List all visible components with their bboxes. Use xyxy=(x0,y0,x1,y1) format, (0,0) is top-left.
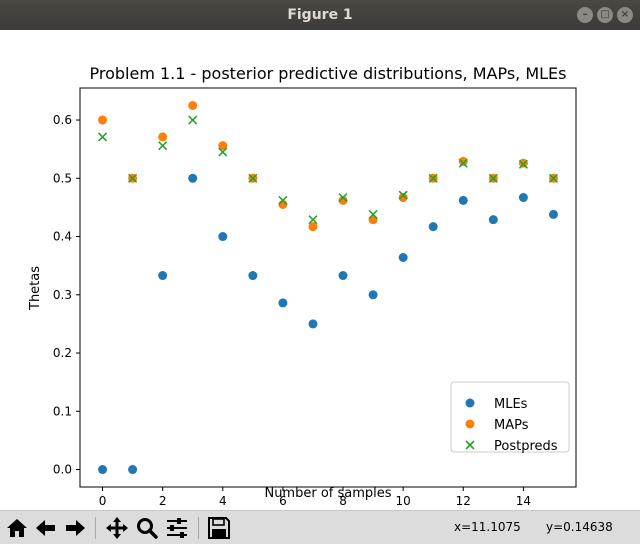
forward-icon[interactable] xyxy=(62,515,88,541)
legend: MLEs MAPs Postpreds xyxy=(450,381,570,454)
legend-label: MLEs xyxy=(494,397,528,412)
window-titlebar: Figure 1 – □ × xyxy=(0,0,640,30)
mles-point xyxy=(458,195,468,205)
y-tick-label: 0.5 xyxy=(53,171,72,185)
close-icon[interactable]: × xyxy=(617,7,633,23)
postpreds-point xyxy=(278,195,288,205)
postpreds-point xyxy=(488,173,498,183)
mles-point xyxy=(278,298,288,308)
x-axis-label: Number of samples xyxy=(264,486,391,501)
data-points xyxy=(97,100,559,475)
configure-subplots-icon[interactable] xyxy=(164,515,190,541)
mles-point xyxy=(368,290,378,300)
postpreds-point xyxy=(398,190,408,200)
x-tick-label: 12 xyxy=(456,494,471,508)
pan-icon[interactable] xyxy=(104,515,130,541)
maps-point xyxy=(338,195,348,205)
chart-title: Problem 1.1 - posterior predictive distr… xyxy=(90,64,567,83)
y-axis: 0.0 0.1 0.2 0.3 0.4 0.5 0.6 xyxy=(53,113,80,477)
postpreds-point xyxy=(368,209,378,219)
window-title: Figure 1 xyxy=(287,7,353,23)
postpreds-point xyxy=(458,158,468,168)
x-tick-label: 6 xyxy=(279,494,287,508)
cursor-y-readout: y=0.14638 xyxy=(546,520,613,534)
postpreds-point xyxy=(128,173,138,183)
mles-point xyxy=(398,253,408,263)
postpreds-point xyxy=(248,173,258,183)
minimize-icon[interactable]: – xyxy=(577,7,593,23)
postpreds-point xyxy=(188,115,198,125)
mles-point xyxy=(248,271,258,281)
postpreds-point xyxy=(158,141,168,151)
x-axis: 0 2 4 6 8 10 12 14 xyxy=(99,487,531,508)
back-icon[interactable] xyxy=(33,515,59,541)
toolbar-separator xyxy=(198,517,199,539)
y-axis-label: Thetas xyxy=(28,266,43,311)
maps-point xyxy=(158,132,168,142)
maps-point xyxy=(308,222,318,232)
mles-point xyxy=(188,173,198,183)
legend-label: Postpreds xyxy=(494,439,558,454)
home-icon[interactable] xyxy=(4,515,30,541)
y-tick-label: 0.4 xyxy=(53,230,72,244)
y-tick-label: 0.3 xyxy=(53,288,72,302)
mles-point xyxy=(218,232,228,242)
y-tick-label: 0.0 xyxy=(53,463,72,477)
x-tick-label: 14 xyxy=(516,494,531,508)
mles-point xyxy=(428,222,438,232)
legend-marker-postpreds xyxy=(465,440,475,450)
legend-marker-mles xyxy=(465,398,475,408)
maps-point xyxy=(218,141,228,151)
mles-point xyxy=(338,271,348,281)
maps-point xyxy=(458,156,468,166)
x-tick-label: 4 xyxy=(219,494,227,508)
scatter-chart: Problem 1.1 - posterior predictive distr… xyxy=(28,64,577,508)
x-tick-label: 8 xyxy=(339,494,347,508)
save-icon[interactable] xyxy=(206,515,232,541)
mles-point xyxy=(308,319,318,329)
figure-canvas[interactable]: Problem 1.1 - posterior predictive distr… xyxy=(0,30,640,510)
maps-point xyxy=(188,100,198,110)
legend-marker-maps xyxy=(465,419,475,429)
legend-label: MAPs xyxy=(494,418,529,433)
mles-point xyxy=(488,215,498,225)
maps-point xyxy=(518,158,528,168)
mles-point xyxy=(548,209,558,219)
y-tick-label: 0.2 xyxy=(53,346,72,360)
y-tick-label: 0.1 xyxy=(53,404,72,418)
maximize-icon[interactable]: □ xyxy=(597,7,613,23)
postpreds-point xyxy=(548,173,559,183)
mles-point xyxy=(158,271,168,281)
zoom-icon[interactable] xyxy=(134,515,160,541)
postpreds-point xyxy=(518,159,528,169)
legend-box xyxy=(450,381,570,453)
postpreds-point xyxy=(308,215,318,225)
navigation-toolbar: x=11.1075 y=0.14638 xyxy=(0,510,640,544)
x-tick-label: 0 xyxy=(99,494,107,508)
y-tick-label: 0.6 xyxy=(53,113,72,127)
maps-point xyxy=(398,193,408,203)
plot-area xyxy=(79,87,577,488)
cursor-x-readout: x=11.1075 xyxy=(454,520,521,534)
x-tick-label: 2 xyxy=(159,494,167,508)
maps-point xyxy=(98,115,108,125)
postpreds-point xyxy=(428,173,438,183)
mles-point xyxy=(98,465,108,475)
mles-point xyxy=(128,465,138,475)
toolbar-separator xyxy=(95,517,96,539)
postpreds-point xyxy=(338,192,348,203)
x-tick-label: 10 xyxy=(396,494,411,508)
postpreds-point xyxy=(97,132,108,142)
postpreds-point xyxy=(218,147,228,157)
mles-point xyxy=(518,193,528,203)
